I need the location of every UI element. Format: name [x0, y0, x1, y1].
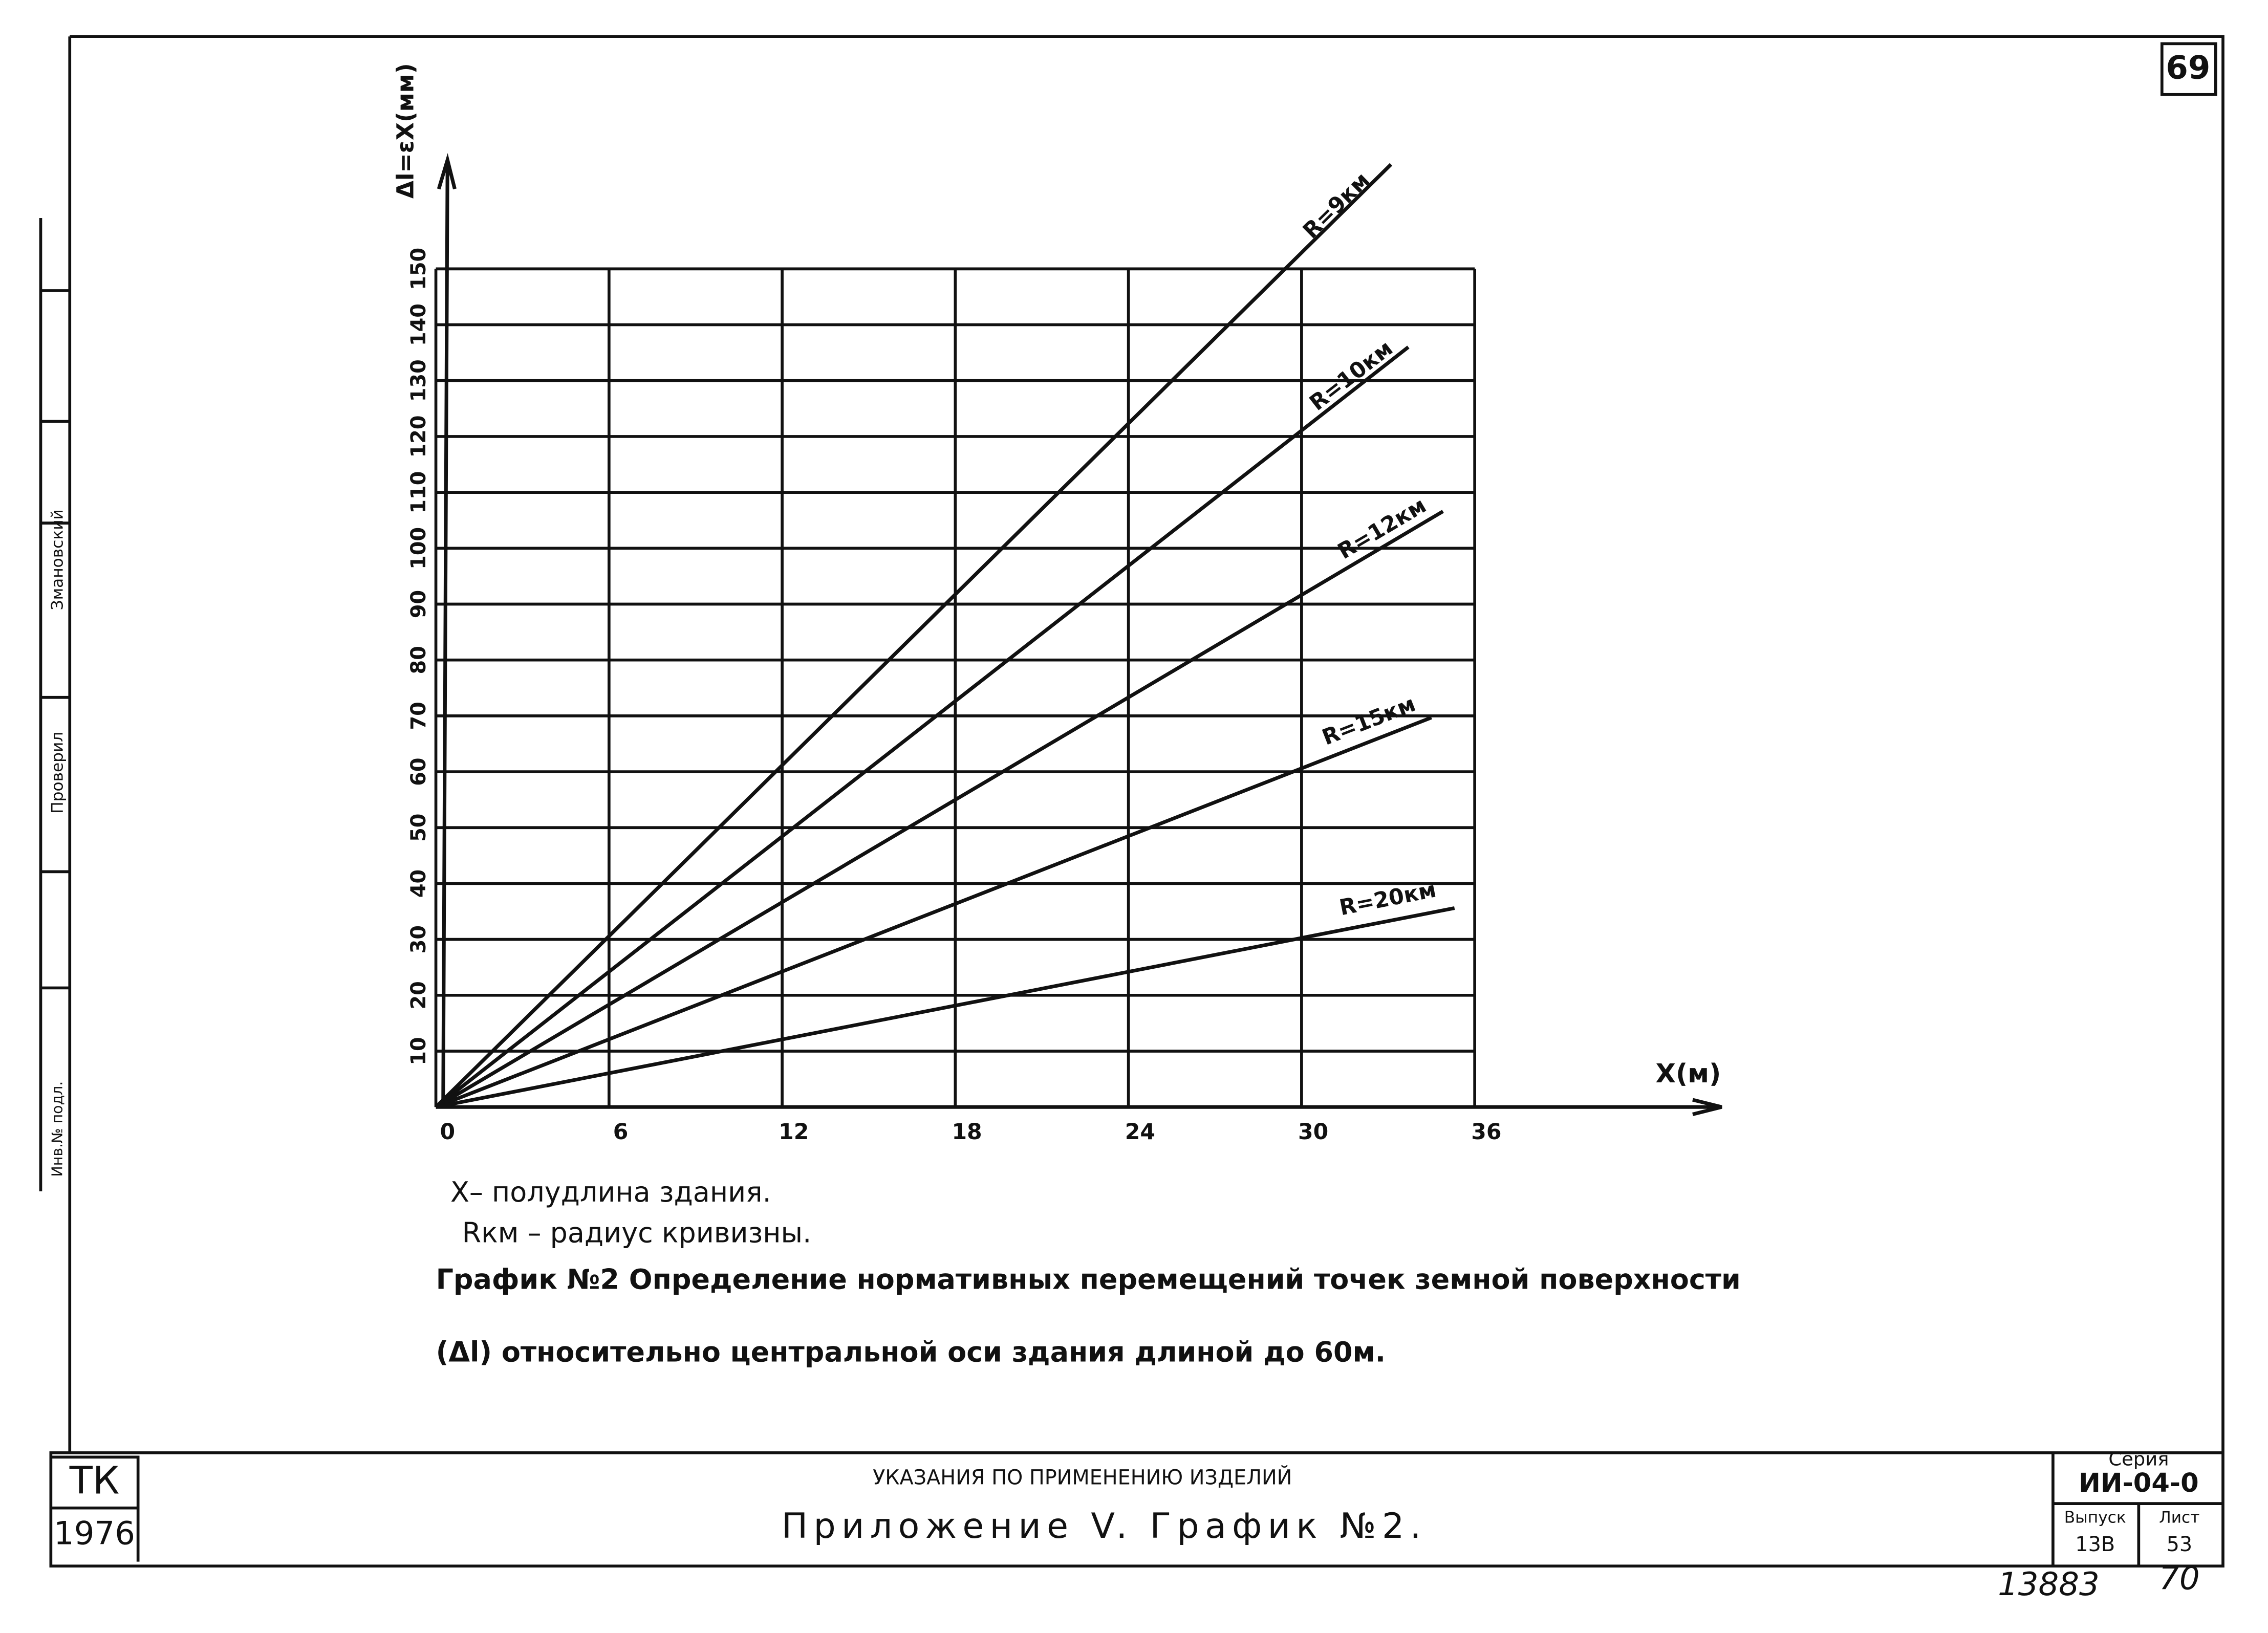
y-tick-label: 50 — [407, 814, 430, 842]
series-line — [435, 345, 1410, 1109]
y-tick-label: 100 — [407, 527, 430, 570]
y-tick-label: 20 — [407, 981, 430, 1009]
sheet-title: Приложение V. График №2. — [782, 1506, 1427, 1547]
y-tick-label: 140 — [407, 303, 430, 346]
x-tick-label: 24 — [1125, 1119, 1155, 1145]
y-tick-label: 40 — [407, 869, 430, 898]
y-tick-label: 90 — [407, 590, 430, 618]
page-number: 69 — [2166, 49, 2210, 86]
caption: График №2 Определение нормативных переме… — [436, 1263, 1741, 1295]
series-label: Серия — [2108, 1448, 2169, 1470]
series-line — [435, 906, 1455, 1109]
frame — [49, 35, 2224, 1568]
series-line — [435, 715, 1432, 1109]
series-code: ИИ-04-0 — [2079, 1468, 2199, 1498]
org: ТК — [69, 1458, 119, 1503]
side-strip-text: Инв.№ подл. — [49, 1081, 66, 1177]
y-tick-label: 130 — [407, 359, 430, 402]
series-line — [435, 510, 1444, 1109]
y-tick-label: 70 — [407, 702, 430, 730]
side-strip-text: Змановский — [49, 509, 67, 610]
x-tick-label: 36 — [1471, 1119, 1501, 1145]
note: X– полудлина здания. — [450, 1176, 771, 1208]
stamp: 13883 — [1998, 1565, 2100, 1603]
stamp: 70 — [2159, 1560, 2199, 1597]
x-axis — [436, 1098, 1722, 1116]
y-tick-label: 120 — [407, 415, 430, 458]
issue: 13В — [2075, 1533, 2115, 1556]
y-axis — [437, 153, 457, 1107]
x-tick-label: 6 — [613, 1119, 629, 1145]
y-tick-label: 60 — [407, 757, 430, 786]
x-axis-label: X(м) — [1655, 1059, 1721, 1089]
sheet-label: Лист — [2159, 1509, 2199, 1527]
y-tick-label: 110 — [407, 471, 430, 514]
side-strip-text: Проверил — [49, 732, 67, 814]
heading: УКАЗАНИЯ ПО ПРИМЕНЕНИЮ ИЗДЕЛИЙ — [873, 1465, 1292, 1489]
y-tick-label: 30 — [407, 925, 430, 953]
page-number-box — [2160, 42, 2217, 96]
year: 1976 — [54, 1515, 135, 1552]
y-tick-label: 10 — [407, 1037, 430, 1065]
x-tick-label: 30 — [1298, 1119, 1328, 1145]
y-axis-label: Δl=εX(мм) — [392, 63, 419, 199]
sheet-number: 53 — [2167, 1533, 2193, 1556]
x-tick-label: 18 — [952, 1119, 982, 1145]
y-tick-label: 80 — [407, 646, 430, 674]
title-block-lines — [51, 1452, 2223, 1566]
issue-label: Выпуск — [2064, 1509, 2126, 1527]
side-strip-lines — [39, 218, 70, 1191]
caption: (Δl) относительно центральной оси здания… — [436, 1336, 1386, 1368]
x-tick-label: 0 — [440, 1119, 455, 1145]
x-tick-label: 12 — [779, 1119, 809, 1145]
y-tick-label: 150 — [407, 248, 430, 290]
note: Rкм – радиус кривизны. — [462, 1217, 812, 1249]
series-line — [435, 163, 1393, 1108]
